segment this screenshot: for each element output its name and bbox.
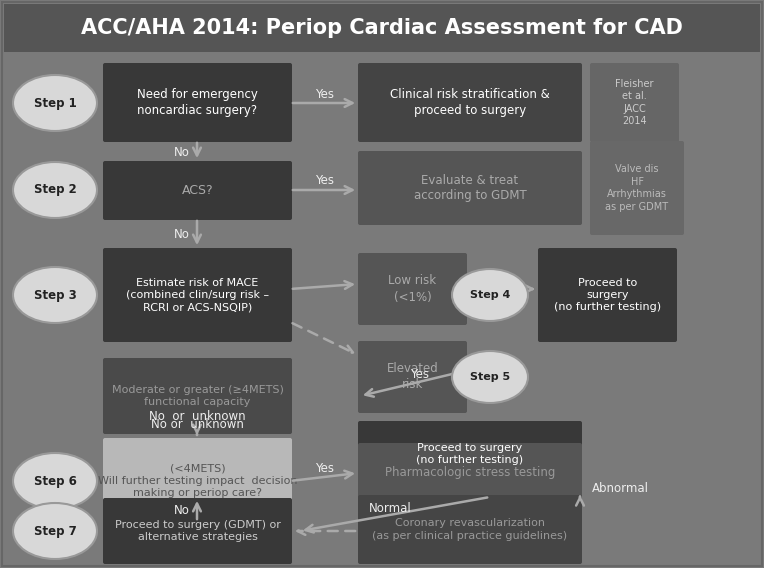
Text: No: No [174,228,190,240]
FancyBboxPatch shape [4,4,760,52]
FancyBboxPatch shape [538,248,677,342]
FancyBboxPatch shape [358,421,582,487]
FancyBboxPatch shape [103,438,292,524]
Text: Coronary revascularization
(as per clinical practice guidelines): Coronary revascularization (as per clini… [372,518,568,541]
Text: Yes: Yes [316,462,335,475]
FancyBboxPatch shape [590,63,679,142]
Text: Fleisher
et al.
JACC
2014: Fleisher et al. JACC 2014 [615,79,654,126]
FancyBboxPatch shape [103,498,292,564]
Text: No: No [174,145,190,158]
Text: ACC/AHA 2014: Periop Cardiac Assessment for CAD: ACC/AHA 2014: Periop Cardiac Assessment … [81,18,683,38]
Text: Low risk
(<1%): Low risk (<1%) [388,274,436,303]
Text: Abnormal: Abnormal [591,482,649,495]
FancyBboxPatch shape [103,63,292,142]
Text: Normal: Normal [368,502,411,515]
FancyBboxPatch shape [590,141,684,235]
Ellipse shape [13,267,97,323]
FancyBboxPatch shape [358,341,467,413]
Text: Estimate risk of MACE
(combined clin/surg risk –
RCRI or ACS-NSQIP): Estimate risk of MACE (combined clin/sur… [126,278,269,312]
Text: Pharmacologic stress testing: Pharmacologic stress testing [385,466,555,479]
FancyBboxPatch shape [358,443,582,502]
Text: Step 2: Step 2 [34,183,76,197]
FancyBboxPatch shape [358,495,582,564]
Text: Step 6: Step 6 [34,474,76,487]
Ellipse shape [452,269,528,321]
Text: Step 3: Step 3 [34,289,76,302]
FancyBboxPatch shape [358,253,467,325]
Text: Yes: Yes [316,87,335,101]
Text: No  or  unknown: No or unknown [149,411,245,424]
Ellipse shape [452,351,528,403]
Text: Step 7: Step 7 [34,524,76,537]
FancyBboxPatch shape [103,248,292,342]
FancyBboxPatch shape [103,161,292,220]
Text: (<4METS)
Will further testing impact  decision
making or periop care?: (<4METS) Will further testing impact dec… [98,463,297,498]
Text: Valve dis
HF
Arrhythmias
as per GDMT: Valve dis HF Arrhythmias as per GDMT [605,164,668,212]
Ellipse shape [13,503,97,559]
Text: Step 4: Step 4 [470,290,510,300]
Text: Elevated
risk: Elevated risk [387,362,439,391]
FancyBboxPatch shape [358,151,582,225]
Text: Moderate or greater (≥4METS)
functional capacity: Moderate or greater (≥4METS) functional … [112,385,283,407]
Text: Yes: Yes [410,369,429,382]
Text: Proceed to surgery
(no further testing): Proceed to surgery (no further testing) [416,443,523,465]
Text: Yes: Yes [316,174,335,187]
Text: No: No [174,503,190,516]
FancyBboxPatch shape [103,358,292,434]
Text: Yes: Yes [465,274,484,286]
Text: Step 1: Step 1 [34,97,76,110]
Ellipse shape [13,162,97,218]
Text: Need for emergency
noncardiac surgery?: Need for emergency noncardiac surgery? [137,88,258,117]
Text: Proceed to
surgery
(no further testing): Proceed to surgery (no further testing) [554,278,661,312]
Text: ACS?: ACS? [182,184,213,197]
Text: Evaluate & treat
according to GDMT: Evaluate & treat according to GDMT [413,173,526,203]
Text: Proceed to surgery (GDMT) or
alternative strategies: Proceed to surgery (GDMT) or alternative… [115,520,280,542]
Ellipse shape [13,453,97,509]
Text: Clinical risk stratification &
proceed to surgery: Clinical risk stratification & proceed t… [390,88,550,117]
Text: No or  unknown: No or unknown [151,419,244,432]
Text: Step 5: Step 5 [470,372,510,382]
Ellipse shape [13,75,97,131]
FancyBboxPatch shape [358,63,582,142]
